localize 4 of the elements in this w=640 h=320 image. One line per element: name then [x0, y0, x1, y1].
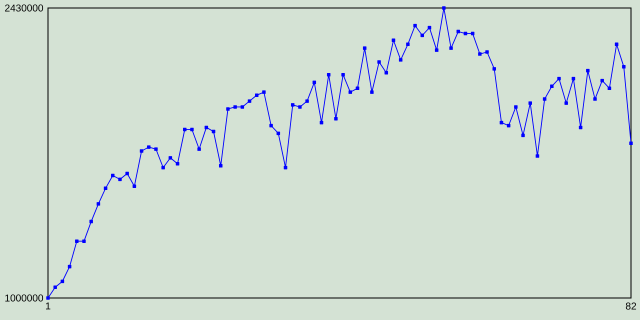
x-tick-label: 1 [46, 302, 50, 310]
y-tick-label: 2430000 [5, 4, 44, 12]
x-tick-label: 82 [626, 302, 636, 310]
y-tick-label: 1000000 [5, 294, 44, 302]
